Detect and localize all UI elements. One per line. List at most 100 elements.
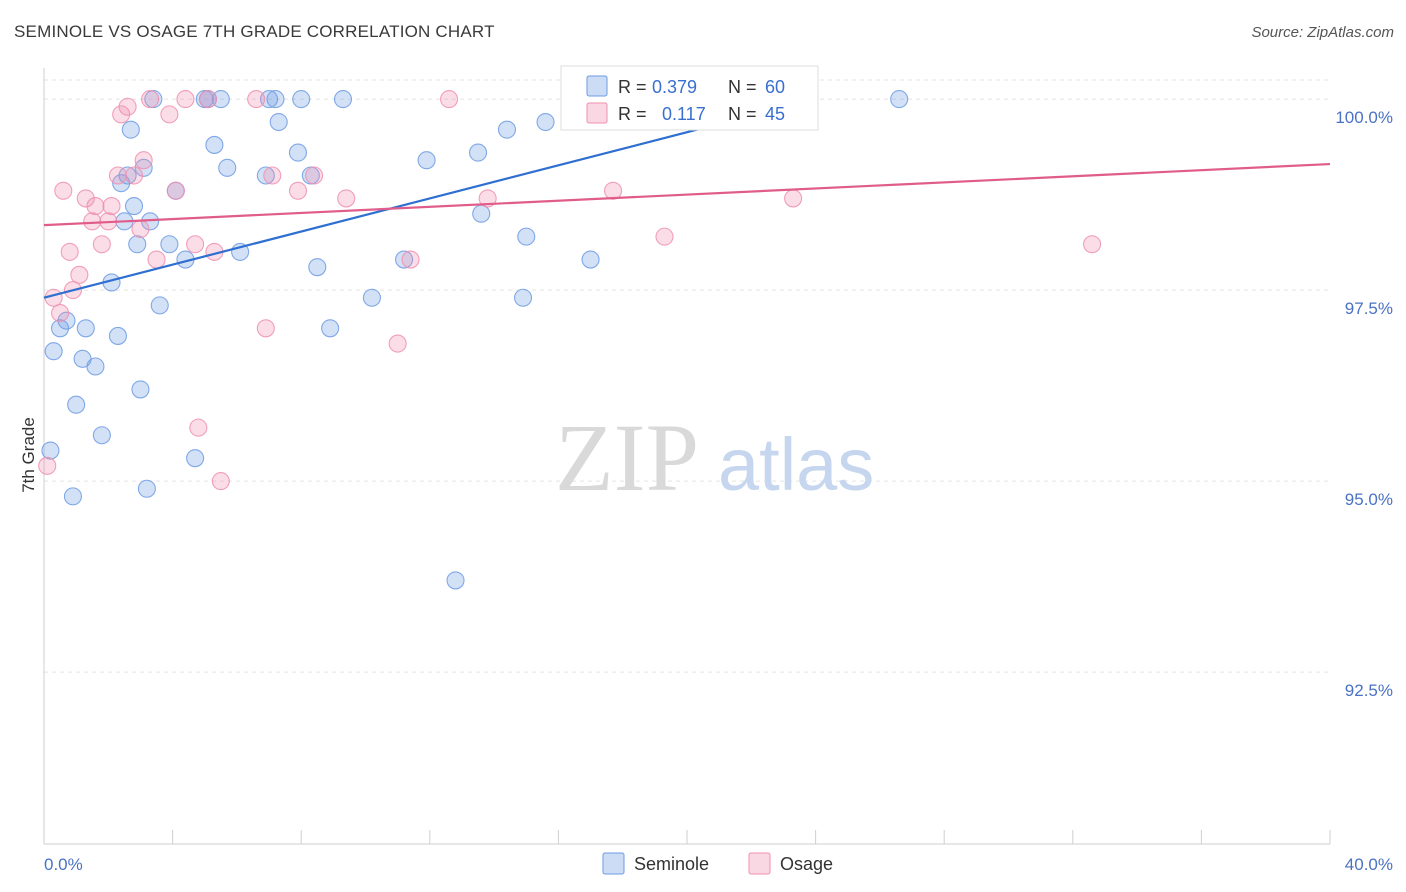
osage-point-12 [102, 197, 121, 216]
seminole-point-2 [51, 319, 70, 338]
seminole-point-0 [41, 441, 60, 460]
osage-point-8 [83, 212, 102, 231]
seminole-point-24 [160, 235, 179, 254]
osage-point-28 [211, 472, 230, 491]
osage-point-10 [92, 235, 111, 254]
series-legend-swatch-osage [748, 852, 771, 875]
seminole-point-9 [92, 426, 111, 445]
series-legend-label-osage: Osage [780, 854, 833, 874]
osage-point-32 [288, 181, 308, 200]
osage-point-37 [440, 90, 459, 109]
seminole-point-3 [57, 311, 76, 330]
osage-point-43 [784, 189, 803, 208]
seminole-point-59 [890, 90, 909, 109]
osage-point-33 [305, 166, 324, 185]
seminole-point-52 [517, 227, 536, 246]
seminole-point-54 [581, 250, 600, 269]
seminole-point-1 [44, 342, 63, 361]
osage-point-18 [134, 151, 153, 170]
legend-r-label-seminole: R = [618, 77, 647, 97]
legend-r-value-seminole: 0.379 [652, 77, 697, 97]
osage-point-21 [160, 105, 179, 124]
y-tick-label-2: 95.0% [1345, 490, 1393, 509]
data-points [38, 90, 1102, 590]
legend-r-label-osage: R = [618, 104, 647, 124]
y-tick-label-1: 97.5% [1345, 299, 1393, 318]
legend-swatch-seminole [586, 75, 608, 97]
y-tick-label-0: 100.0% [1335, 108, 1393, 127]
seminole-point-53 [536, 112, 555, 132]
osage-point-25 [189, 418, 208, 437]
osage-point-22 [166, 181, 185, 200]
osage-point-30 [256, 319, 275, 338]
seminole-point-35 [259, 90, 279, 109]
seminole-point-23 [150, 296, 169, 315]
legend-n-value-osage: 45 [765, 104, 785, 124]
osage-point-14 [112, 105, 131, 124]
seminole-point-31 [211, 90, 230, 109]
seminole-point-47 [446, 571, 465, 590]
seminole-point-45 [395, 250, 414, 269]
osage-point-36 [401, 250, 420, 269]
legend-swatch-osage [586, 102, 608, 124]
seminole-point-19 [134, 158, 153, 177]
series-legend-swatch-seminole [602, 852, 625, 875]
seminole-point-15 [121, 120, 140, 139]
trend-line-osage [43, 162, 1331, 227]
seminole-point-50 [497, 120, 517, 139]
seminole-point-44 [362, 288, 381, 307]
seminole-point-43 [333, 90, 353, 109]
seminole-point-41 [308, 258, 327, 277]
osage-point-20 [147, 250, 166, 269]
y-axis-title: 7th Grade [19, 417, 38, 493]
osage-point-35 [388, 334, 407, 353]
source-credit: Source: ZipAtlas.com [1251, 24, 1394, 41]
series-legend: Seminole Osage [602, 852, 833, 875]
seminole-point-34 [256, 166, 275, 185]
seminole-point-39 [292, 90, 311, 109]
chart-title: SEMINOLE VS OSAGE 7TH GRADE CORRELATION … [14, 22, 495, 41]
series-seminole [41, 90, 909, 590]
seminole-point-8 [86, 357, 105, 376]
osage-point-44 [1083, 235, 1102, 254]
x-tick-label-1: 40.0% [1345, 855, 1393, 874]
gridlines [44, 79, 1330, 673]
seminole-point-17 [128, 235, 147, 254]
osage-point-39 [604, 181, 623, 200]
seminole-point-48 [468, 143, 488, 162]
seminole-point-14 [118, 166, 137, 185]
osage-point-24 [186, 235, 205, 254]
seminole-point-38 [288, 143, 308, 162]
series-legend-label-seminole: Seminole [634, 854, 709, 874]
seminole-point-42 [321, 319, 340, 338]
osage-point-38 [478, 189, 497, 208]
osage-point-31 [263, 166, 282, 185]
osage-point-2 [51, 303, 70, 323]
osage-point-13 [108, 166, 127, 185]
seminole-point-5 [67, 395, 86, 414]
correlation-legend: R = 0.379 N = 60 R = 0.117 N = 45 [560, 65, 819, 131]
legend-n-label-seminole: N = [728, 77, 757, 97]
seminole-point-37 [269, 112, 288, 132]
seminole-point-16 [124, 197, 144, 216]
watermark-zip: ZIP [555, 404, 699, 511]
x-tick-labels: 0.0% 40.0% [44, 855, 1393, 874]
osage-point-3 [54, 181, 73, 200]
seminole-point-27 [186, 449, 205, 468]
osage-point-7 [76, 189, 95, 208]
osage-point-0 [38, 456, 57, 475]
seminole-point-20 [137, 479, 156, 498]
osage-point-23 [176, 90, 195, 109]
y-tick-label-3: 92.5% [1345, 681, 1393, 700]
seminole-point-7 [76, 319, 95, 338]
seminole-point-36 [266, 90, 285, 109]
osage-point-16 [124, 166, 144, 185]
osage-point-15 [118, 97, 137, 116]
watermark-atlas: atlas [718, 423, 874, 506]
seminole-point-32 [218, 158, 237, 177]
osage-point-34 [337, 189, 356, 208]
osage-point-17 [131, 219, 150, 239]
osage-point-6 [70, 265, 89, 284]
seminole-point-30 [205, 135, 224, 154]
